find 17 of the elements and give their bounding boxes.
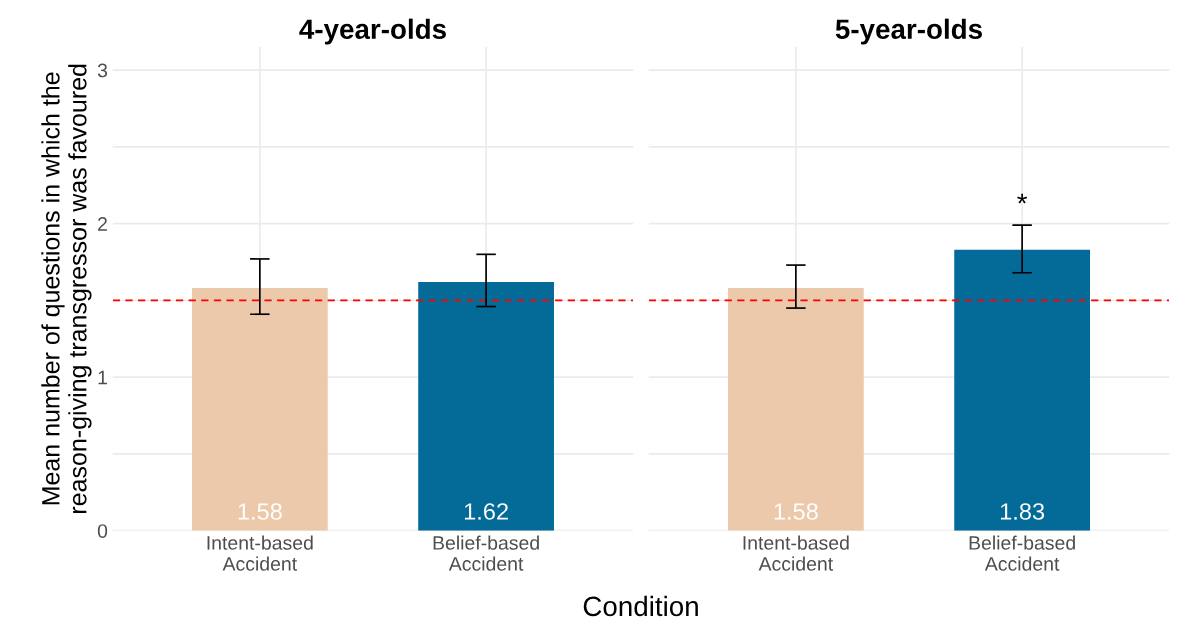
- x-tick-label: Belief-based Accident: [433, 535, 539, 571]
- data-label: 1.58: [774, 503, 818, 520]
- x-tick-label: Intent-based Accident: [743, 535, 849, 571]
- data-label: 1.62: [464, 503, 508, 520]
- y-axis-title: Mean number of questions in which the reason-giving transgressor was favoured: [41, 64, 92, 514]
- y-tick-label: 1: [98, 370, 107, 385]
- y-tick-label: 2: [98, 217, 107, 231]
- x-axis-title: Condition: [583, 595, 698, 617]
- chart-title: 4-year-olds: [299, 18, 446, 45]
- chart-title: 5-year-olds: [835, 18, 982, 45]
- annotation: *: [1017, 193, 1028, 204]
- y-tick-label: 0: [97, 524, 108, 538]
- y-tick-label: 3: [97, 63, 108, 78]
- data-label: 1.83: [1000, 503, 1045, 520]
- x-tick-label: Intent-based Accident: [207, 535, 313, 571]
- x-tick-label: Belief-based Accident: [969, 535, 1075, 571]
- data-label: 1.58: [238, 503, 282, 520]
